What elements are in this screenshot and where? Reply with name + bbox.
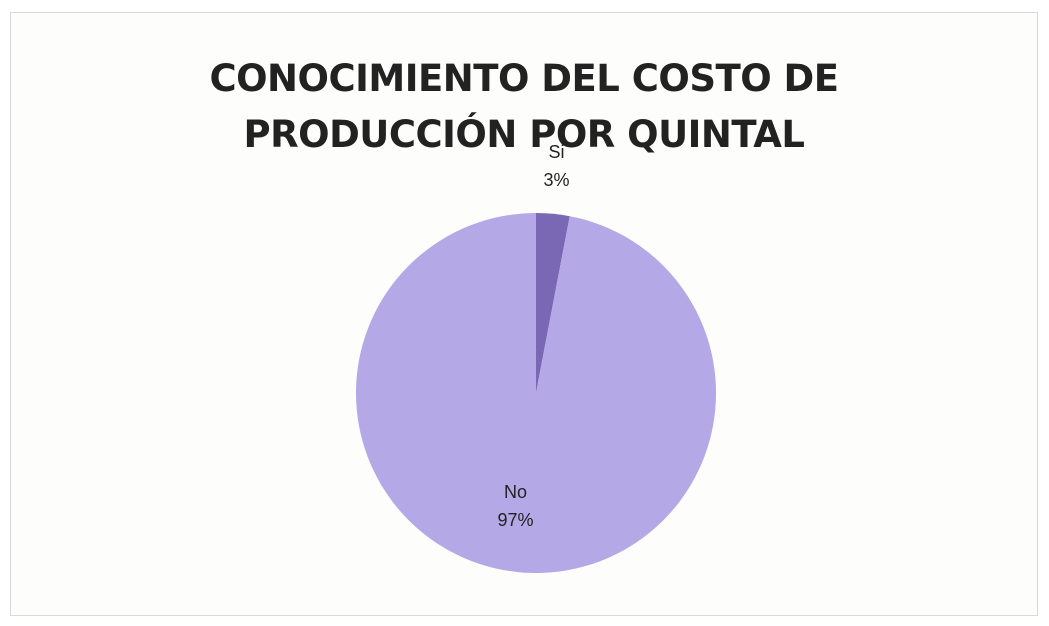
pie-slices xyxy=(356,213,717,573)
slice-value-label-si: 3% xyxy=(544,170,570,190)
pie-labels: Si 3% No 97% xyxy=(497,142,569,530)
slice-category-label-no: No xyxy=(504,482,527,502)
chart-title-line-1: CONOCIMIENTO DEL COSTO DE xyxy=(209,57,839,100)
pie-slice-si xyxy=(536,213,570,393)
chart-title: CONOCIMIENTO DEL COSTO DE PRODUCCIÓN POR… xyxy=(11,51,1037,163)
slice-category-label-si: Si xyxy=(549,142,565,162)
chart-title-line-2: PRODUCCIÓN POR QUINTAL xyxy=(243,113,805,156)
pie-slice-no xyxy=(356,213,717,573)
slice-value-label-no: 97% xyxy=(497,510,533,530)
